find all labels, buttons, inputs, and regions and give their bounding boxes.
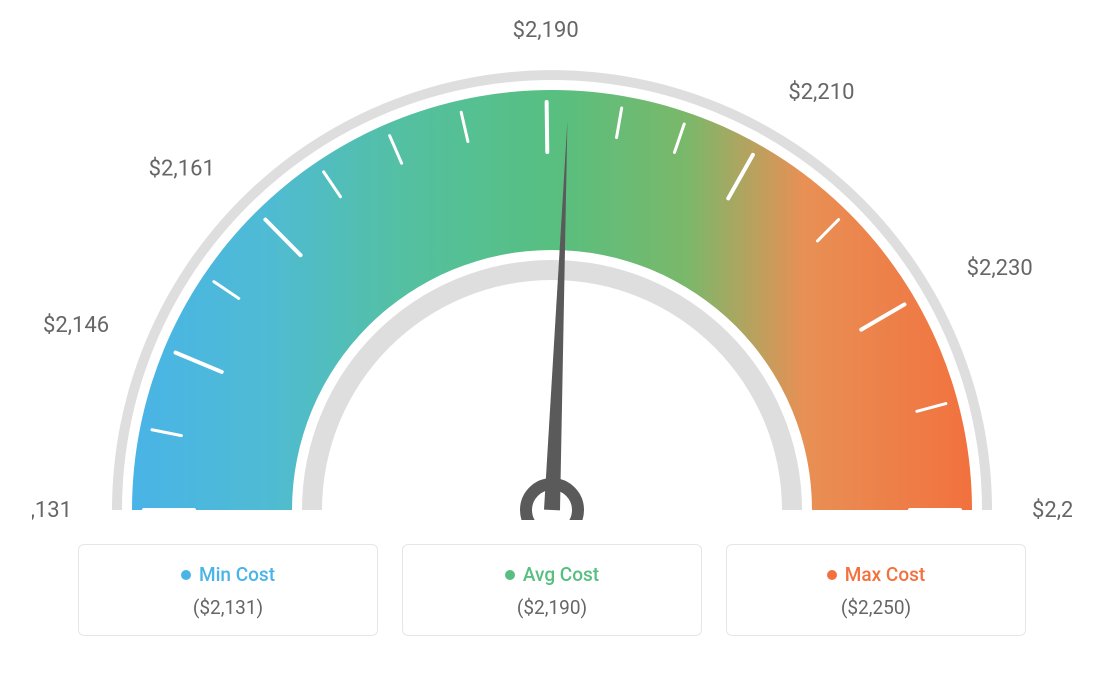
legend-label-min: Min Cost [199, 563, 275, 586]
gauge-tick-label: $2,146 [43, 313, 109, 338]
legend-card-min: Min Cost ($2,131) [78, 544, 378, 636]
legend-value-max: ($2,250) [737, 596, 1015, 619]
legend-value-avg: ($2,190) [413, 596, 691, 619]
gauge-tick-label: $2,131 [32, 498, 72, 520]
legend-label-avg: Avg Cost [523, 563, 599, 586]
gauge-tick-label: $2,230 [967, 256, 1033, 281]
legend-dot-avg [505, 570, 515, 580]
legend-dot-min [181, 570, 191, 580]
gauge-svg: $2,131 $2,146 $2,161 $2,190 $2,210 $2,230 $2,2… [32, 20, 1072, 520]
gauge-tick-label: $2,210 [788, 80, 854, 105]
gauge-tick-label: $2,161 [149, 156, 215, 181]
legend-card-max: Max Cost ($2,250) [726, 544, 1026, 636]
legend-title-min: Min Cost [181, 563, 275, 586]
legend-card-avg: Avg Cost ($2,190) [402, 544, 702, 636]
legend-dot-max [827, 570, 837, 580]
legend-row: Min Cost ($2,131) Avg Cost ($2,190) Max … [30, 544, 1074, 636]
legend-label-max: Max Cost [845, 563, 925, 586]
legend-title-max: Max Cost [827, 563, 925, 586]
legend-value-min: ($2,131) [89, 596, 367, 619]
legend-title-avg: Avg Cost [505, 563, 599, 586]
gauge-tick-label: $2,190 [513, 20, 579, 43]
gauge-tick-label: $2,250 [1032, 498, 1072, 520]
gauge-chart: $2,131 $2,146 $2,161 $2,190 $2,210 $2,230 $2,2… [30, 20, 1074, 520]
